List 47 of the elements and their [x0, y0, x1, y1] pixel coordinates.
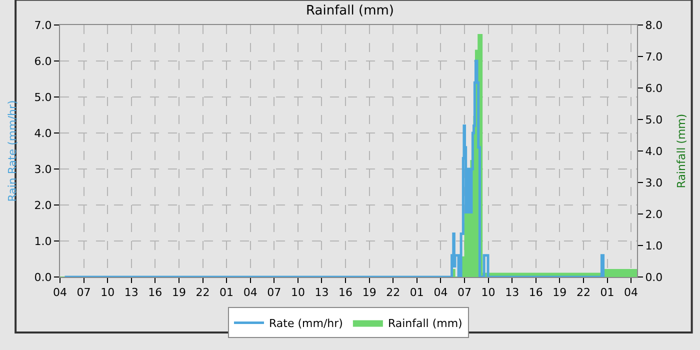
x-tick-label: 16 [528, 286, 543, 300]
y-tick-label: 5.0 [34, 90, 52, 104]
x-tick-label: 19 [362, 286, 376, 300]
x-tick-label: 07 [76, 286, 91, 300]
x-tick-label: 13 [124, 286, 138, 300]
x-tick-label: 01 [220, 286, 234, 300]
y2-tick-label: 3.0 [645, 176, 663, 190]
x-tick-label: 22 [196, 286, 210, 300]
x-tick-label: 10 [100, 286, 115, 300]
y2-tick-label: 0.0 [645, 270, 663, 284]
x-tick-label: 04 [53, 286, 67, 300]
y2-tick-label: 7.0 [645, 50, 663, 64]
x-tick-label: 19 [552, 286, 567, 300]
y2-tick-label: 5.0 [645, 113, 663, 126]
x-tick-label: 10 [481, 286, 496, 300]
y2-tick-label: 8.0 [645, 18, 663, 32]
x-tick-label: 04 [434, 286, 448, 300]
x-tick-label: 13 [505, 286, 520, 300]
x-tick-label: 16 [338, 286, 353, 300]
x-tick-label: 19 [172, 286, 186, 300]
y2-tick-label: 2.0 [645, 208, 663, 221]
y2-tick-label: 1.0 [645, 239, 663, 252]
y-tick-label: 7.0 [34, 18, 52, 32]
x-tick-label: 16 [148, 286, 162, 300]
legend-label: Rainfall (mm) [388, 317, 462, 330]
x-tick-label: 22 [386, 286, 400, 300]
x-tick-label: 07 [267, 286, 282, 300]
x-tick-label: 07 [457, 286, 472, 300]
x-tick-label: 01 [410, 286, 424, 300]
y-tick-label: 6.0 [34, 54, 52, 68]
y-tick-label: 3.0 [34, 162, 52, 176]
x-tick-label: 10 [290, 286, 305, 300]
x-tick-label: 01 [600, 286, 614, 300]
chart-title: Rainfall (mm) [306, 3, 394, 18]
x-tick-label: 13 [314, 286, 329, 300]
legend-label: Rate (mm/hr) [269, 317, 343, 330]
y2-axis-title: Rainfall (mm) [674, 114, 688, 188]
y2-tick-label: 6.0 [645, 82, 663, 95]
x-tick-label: 22 [576, 286, 590, 300]
y-tick-label: 0.0 [34, 270, 52, 284]
y-tick-label: 4.0 [34, 126, 52, 140]
y-tick-label: 1.0 [34, 234, 52, 248]
y2-tick-label: 4.0 [645, 144, 663, 158]
x-tick-label: 04 [624, 286, 638, 300]
y-tick-label: 2.0 [34, 198, 52, 212]
x-tick-label: 04 [243, 286, 258, 300]
y-axis-title: Rain Rate (mm/hr) [6, 100, 19, 202]
